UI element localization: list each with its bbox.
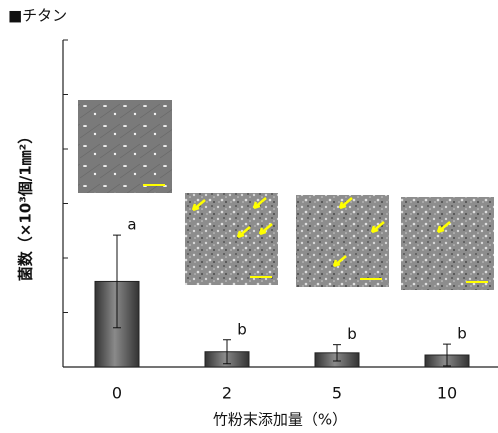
page: {"chart_data": {"type": "bar", "title": … [0,0,498,433]
y-axis-label: 菌数（×10³個/1㎜²） [17,129,35,282]
chart-title: ■チタン [8,7,67,25]
significance-letter: b [457,325,467,343]
x-tick-label: 10 [437,384,457,403]
x-tick-label: 2 [222,384,232,403]
sem-image [296,195,389,287]
x-tick-label: 5 [332,384,342,403]
sem-images [78,100,494,290]
significance-letter: b [237,320,247,338]
significance-letter: a [127,216,136,234]
sem-image [78,100,172,193]
x-tick-label: 0 [112,384,122,403]
sem-image [401,197,494,290]
sem-image [185,193,278,285]
significance-letter: b [347,325,357,343]
chart: ■チタン 菌数（×10³個/1㎜²） 竹粉末添加量（%） 0 a 2 b 5 b 10 b [0,0,498,433]
x-axis-label: 竹粉末添加量（%） [213,411,347,429]
